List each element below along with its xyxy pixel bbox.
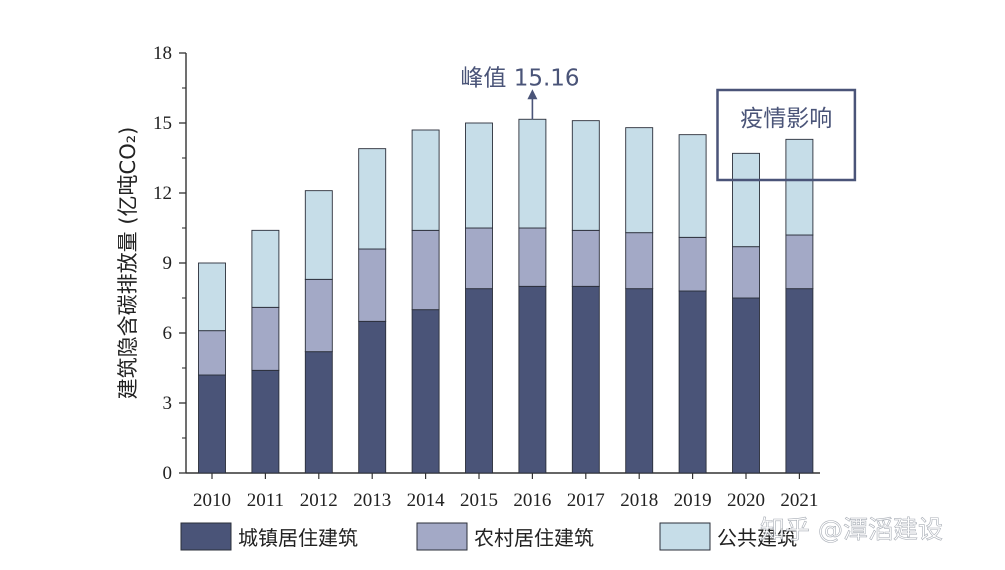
bar-urban-2010 bbox=[198, 374, 226, 474]
bar-urban-2019 bbox=[678, 290, 707, 474]
bar-urban-2012 bbox=[304, 351, 333, 474]
peak-arrow-head bbox=[527, 89, 538, 100]
bar-public-2016 bbox=[518, 118, 547, 229]
x-tick-label: 2014 bbox=[407, 490, 446, 511]
bar-public-2011 bbox=[251, 229, 280, 308]
bar-urban-2020 bbox=[732, 297, 760, 474]
bar-public-2019 bbox=[678, 134, 707, 238]
bar-public-2012 bbox=[304, 190, 333, 280]
bar-rural-2020 bbox=[732, 246, 760, 299]
bar-rural-2016 bbox=[518, 227, 547, 287]
bar-urban-2018 bbox=[625, 288, 654, 474]
covid-impact-label: 疫情影响 bbox=[740, 106, 832, 132]
legend-swatch-public bbox=[659, 522, 711, 551]
y-axis: 0 3 6 9 12 15 18 bbox=[153, 43, 187, 484]
bar-rural-2012 bbox=[304, 278, 333, 353]
bar-public-2021 bbox=[785, 138, 814, 236]
legend-swatch-urban bbox=[180, 522, 232, 551]
y-axis-title: 建筑隐含碳排放量 (亿吨CO₂) bbox=[116, 127, 140, 400]
bar-public-2014 bbox=[411, 129, 440, 231]
legend: 城镇居住建筑 农村居住建筑 公共建筑 bbox=[180, 522, 797, 551]
y-axis-label: 建筑隐含碳排放量 (亿吨CO₂) bbox=[116, 127, 140, 400]
bar-rural-2011 bbox=[251, 306, 280, 371]
bar-urban-2011 bbox=[251, 369, 280, 474]
x-tick-label: 2018 bbox=[620, 490, 658, 511]
covid-impact-box bbox=[716, 88, 857, 182]
legend-label-public: 公共建筑 bbox=[717, 526, 797, 550]
bar-rural-2014 bbox=[411, 229, 440, 311]
x-tick-label: 2013 bbox=[353, 490, 391, 511]
bar-urban-2016 bbox=[518, 285, 547, 474]
y-tick-label: 9 bbox=[163, 253, 173, 274]
bar-public-2020 bbox=[732, 152, 760, 248]
y-tick-label: 3 bbox=[163, 393, 173, 414]
x-tick-label: 2019 bbox=[674, 490, 712, 511]
bar-urban-2014 bbox=[411, 309, 440, 474]
x-tick-label: 2021 bbox=[780, 490, 818, 511]
annotations: 峰值 15.16 疫情影响 bbox=[460, 65, 857, 182]
x-tick-label: 2016 bbox=[513, 490, 551, 511]
bar-public-2018 bbox=[625, 127, 654, 234]
legend-swatch-rural bbox=[416, 522, 468, 551]
bar-rural-2013 bbox=[358, 248, 387, 322]
bar-urban-2021 bbox=[785, 288, 814, 474]
x-tick-label: 2015 bbox=[460, 490, 498, 511]
y-tick-label: 6 bbox=[163, 323, 173, 344]
bar-public-2013 bbox=[358, 148, 387, 250]
y-tick-label: 12 bbox=[153, 183, 172, 204]
legend-label-rural: 农村居住建筑 bbox=[474, 526, 594, 550]
bar-urban-2013 bbox=[358, 320, 387, 474]
peak-label: 峰值 15.16 bbox=[460, 65, 579, 91]
y-tick-label: 15 bbox=[153, 113, 172, 134]
bar-rural-2018 bbox=[625, 232, 654, 290]
x-tick-label: 2012 bbox=[300, 490, 338, 511]
y-tick-label: 18 bbox=[153, 43, 172, 64]
watermark: 知乎 @潭滔建设 bbox=[760, 515, 943, 544]
bar-rural-2015 bbox=[465, 227, 493, 290]
x-tick-label: 2010 bbox=[193, 490, 231, 511]
bar-public-2010 bbox=[198, 262, 226, 332]
y-tick-label: 0 bbox=[163, 463, 173, 484]
bar-rural-2017 bbox=[571, 229, 600, 287]
x-axis: 2010 2011 2012 2013 2014 2015 2016 2017 2018 2019… bbox=[186, 472, 820, 511]
x-tick-label: 2020 bbox=[727, 490, 765, 511]
x-tick-label: 2017 bbox=[567, 490, 605, 511]
bar-urban-2015 bbox=[465, 288, 493, 474]
bar-public-2017 bbox=[571, 120, 600, 231]
bar-public-2015 bbox=[465, 122, 493, 229]
x-tick-label: 2011 bbox=[247, 490, 284, 511]
bar-urban-2017 bbox=[571, 285, 600, 474]
bar-rural-2019 bbox=[678, 236, 707, 292]
legend-label-urban: 城镇居住建筑 bbox=[238, 526, 358, 550]
bar-rural-2010 bbox=[198, 330, 226, 376]
bars bbox=[198, 118, 814, 474]
bar-rural-2021 bbox=[785, 234, 814, 290]
